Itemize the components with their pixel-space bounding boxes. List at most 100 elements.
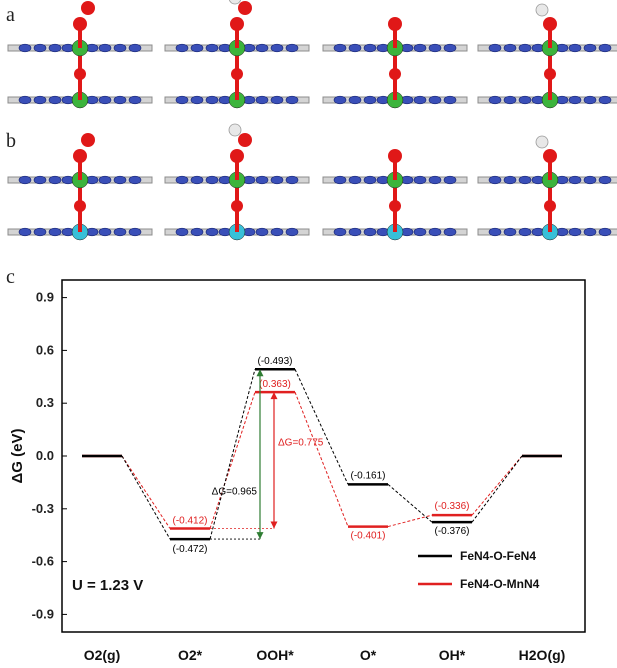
- y-tick-label: 0.6: [36, 342, 54, 357]
- data-label: (-0.376): [434, 526, 469, 537]
- legend-label: FeN4-O-MnN4: [460, 577, 540, 591]
- nitrogen-atom: [113, 175, 127, 185]
- adsorbate-bond: [78, 152, 82, 180]
- adsorbate-bond: [548, 20, 552, 48]
- adsorbate-bond: [78, 20, 82, 48]
- nitrogen-atom: [113, 43, 127, 53]
- nitrogen-atom: [128, 43, 142, 53]
- nitrogen-atom: [33, 43, 47, 53]
- y-tick-label: -0.3: [32, 501, 54, 516]
- bridging-oxygen-atom: [74, 68, 86, 80]
- nitrogen-atom: [333, 43, 347, 53]
- x-tick-label: O*: [360, 647, 377, 663]
- data-label: (-0.412): [172, 516, 207, 527]
- nitrogen-atom: [270, 227, 284, 237]
- data-label: (-0.493): [257, 356, 292, 367]
- adsorbate-bond: [235, 20, 239, 48]
- graphene-plane: [477, 171, 617, 189]
- nitrogen-atom: [18, 43, 32, 53]
- graphene-plane: [477, 39, 617, 57]
- nitrogen-atom: [518, 43, 532, 53]
- nitrogen-atom: [598, 227, 612, 237]
- nitrogen-atom: [255, 227, 269, 237]
- nitrogen-atom: [18, 95, 32, 105]
- second-oxygen-atom: [81, 1, 95, 15]
- nitrogen-atom: [205, 175, 219, 185]
- adsorbate-oxygen-atom: [388, 17, 402, 31]
- nitrogen-atom: [413, 43, 427, 53]
- delta-g-label-fe: ΔG=0.965: [212, 487, 258, 498]
- panel-label-a: a: [6, 4, 15, 26]
- delta-g-arrow-fe: [256, 369, 264, 540]
- connector-line: [387, 514, 433, 528]
- series-fe-fe: [82, 367, 562, 541]
- adsorbate-oxygen-atom: [543, 149, 557, 163]
- nitrogen-atom: [428, 95, 442, 105]
- nitrogen-atom: [128, 175, 142, 185]
- nitrogen-atom: [488, 43, 502, 53]
- arrow-tail: [270, 521, 278, 529]
- nitrogen-atom: [48, 227, 62, 237]
- free-energy-chart: 0.9 0.6 0.3 0.0 -0.3 -0.6 -0.9 ΔG (eV) O2(g) O2* O…: [9, 279, 586, 663]
- nitrogen-atom: [113, 95, 127, 105]
- hydrogen-atom: [228, 0, 242, 5]
- nitrogen-atom: [205, 95, 219, 105]
- adsorbate-bond: [548, 152, 552, 180]
- connector-line: [294, 369, 349, 485]
- data-label: (0.363): [259, 379, 291, 390]
- nitrogen-atom: [175, 175, 189, 185]
- nitrogen-atom: [285, 227, 299, 237]
- series-fe-mn: [82, 390, 562, 530]
- nitrogen-atom: [568, 175, 582, 185]
- nitrogen-atom: [518, 95, 532, 105]
- adsorbate-oxygen-atom: [230, 17, 244, 31]
- bridging-oxygen-atom: [231, 68, 243, 80]
- nitrogen-atom: [503, 227, 517, 237]
- nitrogen-atom: [333, 227, 347, 237]
- connector-line: [209, 391, 256, 529]
- nitrogen-atom: [48, 43, 62, 53]
- nitrogen-atom: [98, 95, 112, 105]
- nitrogen-atom: [190, 227, 204, 237]
- connector-line: [471, 455, 523, 516]
- nitrogen-atom: [18, 227, 32, 237]
- nitrogen-atom: [583, 227, 597, 237]
- nitrogen-atom: [503, 175, 517, 185]
- nitrogen-atom: [175, 43, 189, 53]
- connector-line: [121, 455, 171, 540]
- nitrogen-atom: [413, 175, 427, 185]
- nitrogen-atom: [255, 43, 269, 53]
- hydrogen-atom: [535, 135, 549, 149]
- x-tick-label: OH*: [439, 647, 466, 663]
- connector-line: [209, 369, 256, 540]
- nitrogen-atom: [98, 43, 112, 53]
- connector-line: [387, 483, 433, 523]
- nitrogen-atom: [488, 227, 502, 237]
- nitrogen-atom: [568, 95, 582, 105]
- nitrogen-atom: [503, 43, 517, 53]
- nitrogen-atom: [363, 227, 377, 237]
- nitrogen-atom: [443, 95, 457, 105]
- data-label: (-0.336): [434, 501, 469, 512]
- nitrogen-atom: [175, 227, 189, 237]
- arrow-head: [270, 392, 278, 400]
- y-tick-label: -0.6: [32, 554, 54, 569]
- nitrogen-atom: [128, 95, 142, 105]
- adsorbate-oxygen-atom: [388, 149, 402, 163]
- nitrogen-atom: [518, 175, 532, 185]
- nitrogen-atom: [503, 95, 517, 105]
- nitrogen-atom: [583, 43, 597, 53]
- nitrogen-atom: [48, 175, 62, 185]
- hydrogen-atom: [535, 3, 549, 17]
- adsorbate-oxygen-atom: [230, 149, 244, 163]
- bridging-oxygen-atom: [544, 200, 556, 212]
- nitrogen-atom: [285, 43, 299, 53]
- connector-line: [294, 391, 349, 527]
- nitrogen-atom: [443, 227, 457, 237]
- nitrogen-atom: [333, 175, 347, 185]
- bridging-oxygen-atom: [74, 200, 86, 212]
- nitrogen-atom: [190, 175, 204, 185]
- adsorbate-oxygen-atom: [543, 17, 557, 31]
- x-tick-label: O2(g): [84, 647, 121, 663]
- y-tick-label: 0.3: [36, 395, 54, 410]
